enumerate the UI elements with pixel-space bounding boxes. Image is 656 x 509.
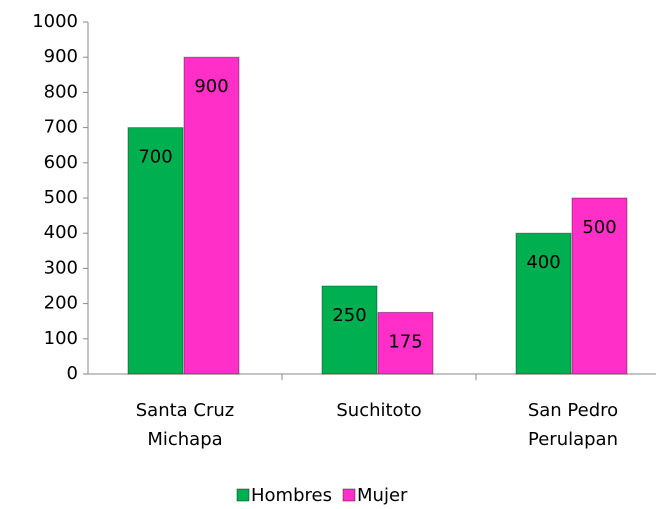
x-tick-label: Santa Cruz Michapa [135, 400, 235, 450]
y-tick-label: 800 [44, 81, 78, 102]
bar [377, 311, 434, 375]
bar [515, 232, 572, 375]
x-tick-label: San Pedro Perulapan [527, 400, 619, 450]
y-tick-label: 1000 [32, 11, 78, 32]
y-tick-label: 600 [44, 152, 78, 173]
bar [571, 197, 628, 375]
data-label: 900 [194, 76, 228, 97]
bar [127, 127, 184, 375]
data-label: 500 [582, 217, 616, 238]
y-tick-label: 0 [67, 363, 78, 384]
y-tick-label: 400 [44, 222, 78, 243]
y-tick-label: 900 [44, 46, 78, 67]
bar [183, 56, 240, 375]
legend-label: Mujer [357, 485, 408, 506]
y-tick-label: 700 [44, 117, 78, 138]
data-label: 250 [332, 305, 366, 326]
data-label: 400 [526, 252, 560, 273]
data-label: 700 [138, 147, 172, 168]
bar [321, 285, 378, 375]
y-tick-label: 100 [44, 328, 78, 349]
data-label: 175 [388, 331, 422, 352]
y-tick-label: 500 [44, 187, 78, 208]
legend-swatch [236, 488, 250, 502]
legend-label: Hombres [251, 485, 332, 506]
y-tick-label: 200 [44, 293, 78, 314]
y-tick-label: 300 [44, 257, 78, 278]
legend-swatch [342, 488, 356, 502]
x-tick-label: Suchitoto [336, 400, 422, 421]
